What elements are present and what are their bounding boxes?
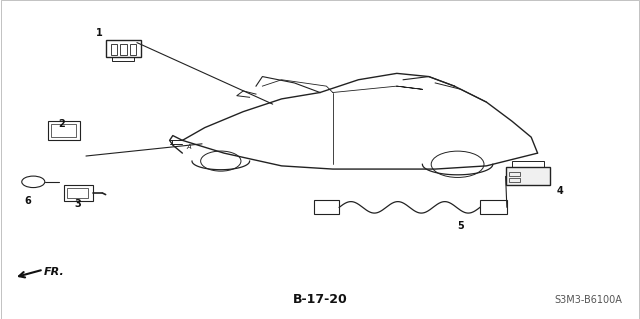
Bar bbox=[512, 161, 544, 167]
Bar bbox=[51, 124, 76, 137]
Bar bbox=[130, 44, 136, 55]
Bar bbox=[509, 178, 520, 182]
Bar bbox=[480, 200, 507, 214]
Text: 3: 3 bbox=[75, 199, 81, 209]
Text: 1: 1 bbox=[96, 28, 102, 39]
Bar bbox=[120, 44, 127, 55]
Bar bbox=[314, 200, 339, 214]
Text: FR.: FR. bbox=[44, 267, 64, 277]
Text: S3M3-B6100A: S3M3-B6100A bbox=[555, 295, 623, 305]
Text: B-17-20: B-17-20 bbox=[292, 293, 348, 306]
Text: A: A bbox=[186, 144, 191, 150]
Bar bbox=[112, 57, 134, 61]
Text: 5: 5 bbox=[458, 221, 464, 232]
Text: 4: 4 bbox=[557, 186, 563, 197]
Bar bbox=[48, 121, 80, 140]
Text: 2: 2 bbox=[59, 119, 65, 130]
Bar bbox=[509, 172, 520, 176]
Bar bbox=[64, 185, 93, 201]
Text: 6: 6 bbox=[24, 196, 31, 206]
Bar bbox=[106, 40, 141, 57]
Bar bbox=[111, 44, 117, 55]
Bar bbox=[67, 188, 88, 198]
Bar bbox=[506, 167, 550, 185]
